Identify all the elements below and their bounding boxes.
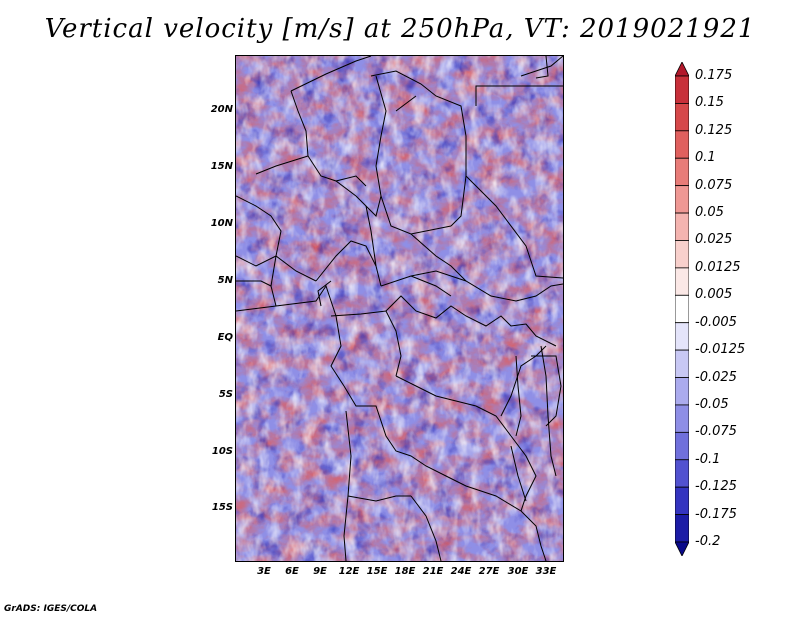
- lon-label-12e: 12E: [338, 566, 360, 577]
- colorbar-box: [675, 240, 689, 269]
- colorbar: [675, 62, 689, 556]
- colorbar-level-label: 0.0125: [695, 259, 741, 275]
- colorbar-level-label: -0.05: [695, 396, 729, 412]
- colorbar-box: [675, 404, 689, 433]
- colorbar-bottom-triangle: [675, 541, 689, 556]
- country-borders: [236, 56, 563, 561]
- colorbar-level-label: -0.125: [695, 479, 737, 495]
- field-neutral-texture: [236, 56, 563, 561]
- lat-label-20n: 20N: [210, 104, 233, 115]
- colorbar-box: [675, 431, 689, 461]
- colorbar-box: [675, 459, 689, 488]
- colorbar-box: [675, 486, 689, 515]
- lon-label-24e: 24E: [450, 566, 472, 577]
- lon-label-18e: 18E: [394, 566, 416, 577]
- velocity-field: [236, 56, 563, 561]
- lat-label-10s: 10S: [211, 446, 233, 457]
- colorbar-top-triangle: [675, 62, 689, 77]
- lon-label-9e: 9E: [313, 566, 327, 577]
- colorbar-level-label: -0.075: [695, 424, 737, 440]
- colorbar-box: [675, 75, 689, 104]
- colorbar-box: [675, 322, 689, 351]
- lat-label-10n: 10N: [210, 218, 233, 229]
- lat-label-15s: 15S: [211, 502, 233, 513]
- colorbar-level-label: -0.1: [695, 451, 721, 467]
- colorbar-level-label: -0.0125: [695, 342, 746, 358]
- colorbar-level-label: 0.05: [695, 205, 724, 221]
- lon-label-3e: 3E: [257, 566, 271, 577]
- lon-label-33e: 33E: [535, 566, 557, 577]
- colorbar-level-label: 0.025: [695, 232, 733, 248]
- colorbar-level-label: 0.075: [695, 177, 733, 193]
- lat-label-15n: 15N: [210, 161, 233, 172]
- lat-label-5n: 5N: [217, 275, 233, 286]
- lat-label-5s: 5S: [218, 389, 233, 400]
- colorbar-box: [675, 185, 689, 214]
- colorbar-box: [675, 514, 689, 543]
- lon-label-6e: 6E: [285, 566, 299, 577]
- colorbar-level-label: -0.005: [695, 314, 737, 330]
- colorbar-level-label: 0.125: [695, 122, 733, 138]
- lon-label-27e: 27E: [478, 566, 500, 577]
- colorbar-level-label: 0.1: [695, 150, 716, 166]
- map-title: Vertical velocity [m/s] at 250hPa, VT: 2…: [44, 14, 756, 44]
- colorbar-box: [675, 267, 689, 296]
- colorbar-level-label: 0.175: [695, 68, 733, 83]
- colorbar-box: [675, 157, 689, 187]
- colorbar-box: [675, 349, 689, 378]
- colorbar-box: [675, 212, 689, 241]
- colorbar-level-label: -0.025: [695, 369, 737, 385]
- lat-label-eq: EQ: [217, 332, 233, 343]
- colorbar-level-label: 0.005: [695, 287, 733, 303]
- lon-label-30e: 30E: [507, 566, 529, 577]
- colorbar-level-label: -0.2: [695, 534, 721, 549]
- colorbar-box: [675, 103, 689, 132]
- colorbar-box: [675, 130, 689, 159]
- grads-credit: GrADS: IGES/COLA: [4, 604, 98, 614]
- colorbar-level-label: -0.175: [695, 506, 737, 522]
- colorbar-box: [675, 377, 689, 406]
- colorbar-box: [675, 294, 689, 324]
- lon-label-15e: 15E: [366, 566, 388, 577]
- lon-label-21e: 21E: [422, 566, 444, 577]
- colorbar-level-label: 0.15: [695, 95, 724, 111]
- map-panel: [235, 55, 564, 562]
